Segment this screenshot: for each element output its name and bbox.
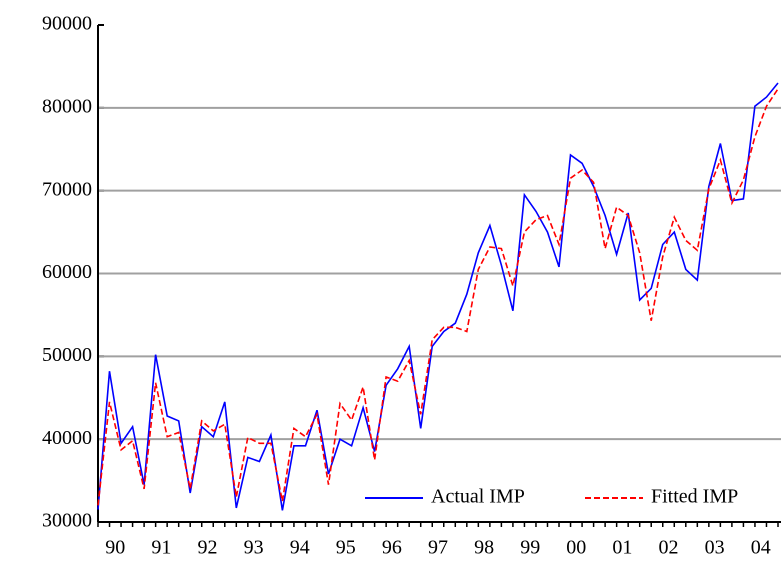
x-tick-label: 01 — [612, 537, 632, 559]
x-tick-label: 02 — [659, 537, 679, 559]
x-tick-label: 90 — [105, 537, 125, 559]
y-tick-label: 50000 — [42, 344, 92, 366]
x-tick-label: 92 — [197, 537, 217, 559]
x-tick-label: 04 — [751, 537, 771, 559]
x-tick-label: 98 — [474, 537, 494, 559]
series-line — [97, 88, 779, 506]
legend-label: Actual IMP — [431, 486, 525, 508]
x-tick-label: 96 — [382, 537, 402, 559]
x-tick-label: 97 — [428, 537, 448, 559]
x-tick-label: 93 — [244, 537, 264, 559]
series-line — [97, 82, 779, 511]
y-tick-label: 80000 — [42, 95, 92, 117]
y-tick-label: 90000 — [42, 13, 92, 35]
y-tick-label: 40000 — [42, 427, 92, 449]
y-tick-label: 70000 — [42, 178, 92, 200]
x-tick-label: 99 — [520, 537, 540, 559]
legend-label: Fitted IMP — [651, 486, 738, 508]
y-tick-label: 30000 — [42, 510, 92, 532]
x-tick-label: 03 — [705, 537, 725, 559]
x-tick-label: 94 — [290, 537, 310, 559]
x-tick-label: 00 — [566, 537, 586, 559]
y-tick-label: 60000 — [42, 261, 92, 283]
x-tick-label: 95 — [336, 537, 356, 559]
x-tick-label: 91 — [151, 537, 171, 559]
